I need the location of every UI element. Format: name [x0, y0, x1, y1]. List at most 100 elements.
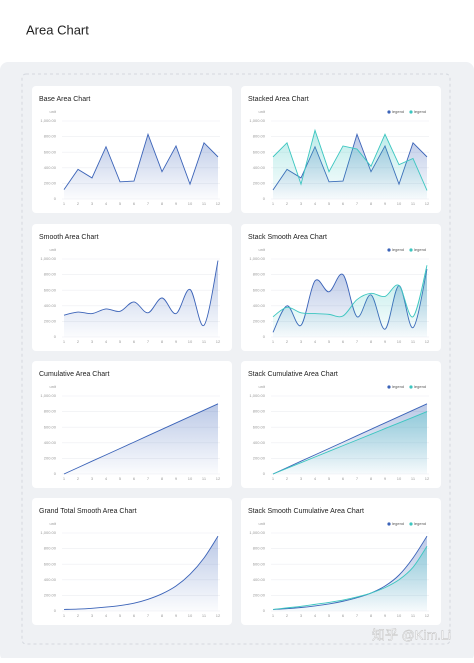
x-tick-label: 4 [105, 339, 108, 344]
x-tick-label: 3 [91, 476, 94, 481]
x-tick-label: 9 [384, 476, 387, 481]
chart-title: Base Area Chart [39, 96, 90, 103]
y-axis-label: unit [259, 247, 266, 252]
y-tick-label: 400.00 [44, 440, 57, 445]
y-axis-label: unit [259, 521, 266, 526]
y-tick-label: 1,000.00 [40, 256, 56, 261]
x-tick-label: 4 [314, 201, 317, 206]
x-tick-label: 1 [63, 476, 66, 481]
y-tick-label: 800.00 [253, 546, 266, 551]
x-tick-label: 4 [314, 613, 317, 618]
area-line [63, 260, 219, 326]
y-tick-label: 1,000.00 [40, 393, 56, 398]
y-axis-label: unit [50, 247, 57, 252]
y-tick-label: 1,000.00 [249, 118, 265, 123]
y-tick-label: 1,000.00 [40, 118, 56, 123]
x-tick-label: 6 [342, 201, 345, 206]
y-tick-label: 800.00 [253, 134, 266, 139]
chart-title: Grand Total Smooth Area Chart [39, 508, 137, 515]
y-tick-label: 1,000.00 [249, 393, 265, 398]
y-tick-label: 400.00 [253, 303, 266, 308]
x-tick-label: 5 [328, 613, 331, 618]
x-tick-label: 1 [272, 201, 275, 206]
area-fill [64, 134, 218, 199]
x-tick-label: 12 [216, 476, 221, 481]
x-tick-label: 3 [91, 339, 94, 344]
x-tick-label: 4 [314, 476, 317, 481]
x-tick-label: 3 [300, 201, 303, 206]
x-tick-label: 11 [411, 613, 416, 618]
x-tick-label: 4 [105, 613, 108, 618]
x-tick-label: 7 [356, 476, 359, 481]
legend-swatch [387, 385, 391, 389]
area-fill [64, 260, 218, 337]
x-tick-label: 6 [133, 201, 136, 206]
y-tick-label: 200.00 [44, 318, 57, 323]
y-tick-label: 800.00 [44, 546, 57, 551]
y-tick-label: 0 [54, 471, 57, 476]
x-tick-label: 5 [119, 476, 122, 481]
y-tick-label: 800.00 [44, 134, 57, 139]
x-tick-label: 1 [272, 613, 275, 618]
y-tick-label: 1,000.00 [249, 530, 265, 535]
x-tick-label: 11 [411, 201, 416, 206]
x-tick-label: 7 [356, 339, 359, 344]
y-tick-label: 800.00 [44, 409, 57, 414]
x-tick-label: 9 [384, 339, 387, 344]
legend-swatch [387, 248, 391, 252]
area-line [272, 128, 428, 191]
x-tick-label: 9 [384, 201, 387, 206]
y-tick-label: 600.00 [253, 287, 266, 292]
x-tick-label: 7 [356, 613, 359, 618]
y-tick-label: 400.00 [44, 303, 57, 308]
x-tick-label: 12 [425, 613, 430, 618]
y-tick-label: 0 [54, 608, 57, 613]
y-tick-label: 200.00 [253, 455, 266, 460]
area-line [63, 403, 219, 475]
x-tick-label: 3 [300, 613, 303, 618]
x-tick-label: 5 [119, 201, 122, 206]
x-tick-label: 11 [411, 339, 416, 344]
area-line [63, 535, 219, 610]
x-tick-label: 11 [202, 613, 207, 618]
y-tick-label: 200.00 [44, 455, 57, 460]
y-tick-label: 0 [54, 196, 57, 201]
x-tick-label: 8 [161, 613, 164, 618]
x-tick-label: 6 [133, 613, 136, 618]
y-tick-label: 200.00 [44, 180, 57, 185]
x-tick-label: 2 [77, 201, 80, 206]
y-tick-label: 200.00 [253, 318, 266, 323]
y-axis-label: unit [259, 384, 266, 389]
x-tick-label: 7 [147, 339, 150, 344]
x-tick-label: 10 [397, 613, 402, 618]
x-tick-label: 10 [397, 339, 402, 344]
y-tick-label: 0 [263, 196, 266, 201]
x-tick-label: 4 [314, 339, 317, 344]
area-line [272, 411, 428, 475]
watermark: 知乎 @Kim.Li [372, 627, 451, 642]
x-tick-label: 7 [147, 201, 150, 206]
x-tick-label: 4 [105, 201, 108, 206]
x-tick-label: 10 [188, 339, 193, 344]
x-tick-label: 10 [397, 476, 402, 481]
x-tick-label: 6 [133, 476, 136, 481]
x-tick-label: 12 [425, 476, 430, 481]
y-axis-label: unit [50, 109, 57, 114]
legend-swatch [387, 522, 391, 526]
y-axis-label: unit [50, 384, 57, 389]
x-tick-label: 12 [216, 339, 221, 344]
x-tick-label: 7 [147, 613, 150, 618]
x-tick-label: 9 [175, 613, 178, 618]
y-tick-label: 200.00 [44, 592, 57, 597]
x-tick-label: 8 [370, 613, 373, 618]
y-tick-label: 200.00 [253, 180, 266, 185]
legend-swatch [387, 110, 391, 114]
legend-swatch [409, 110, 413, 114]
y-tick-label: 400.00 [44, 165, 57, 170]
x-tick-label: 12 [425, 201, 430, 206]
area-line [272, 265, 428, 318]
x-tick-label: 8 [161, 476, 164, 481]
y-tick-label: 200.00 [253, 592, 266, 597]
x-tick-label: 2 [77, 476, 80, 481]
x-tick-label: 5 [119, 613, 122, 618]
